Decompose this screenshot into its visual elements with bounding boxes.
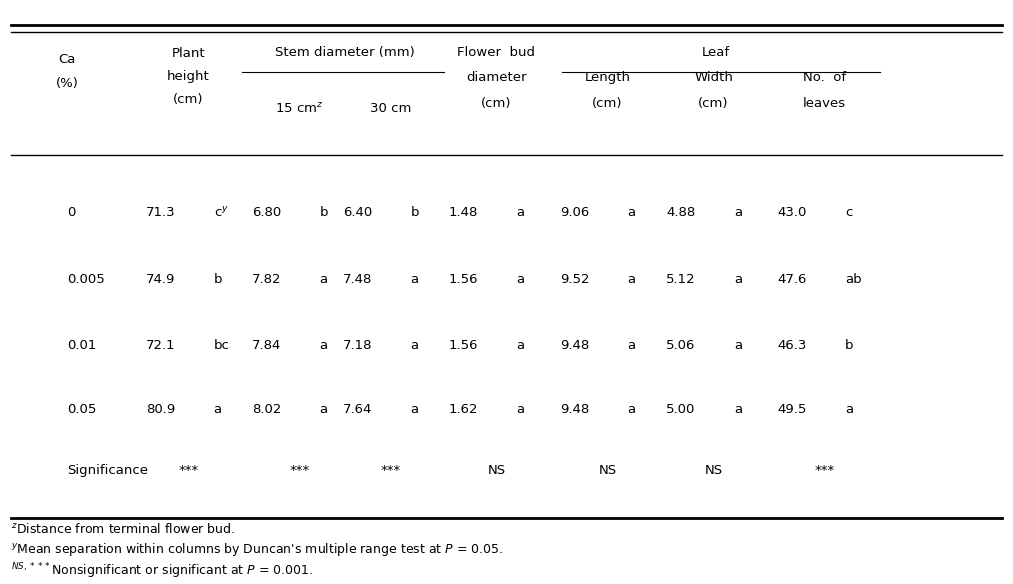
Text: $^{NS,***}$Nonsignificant or significant at $P$ = 0.001.: $^{NS,***}$Nonsignificant or significant… [11,561,313,580]
Text: b: b [845,339,853,352]
Text: a: a [320,273,328,286]
Text: a: a [517,403,525,416]
Text: ***: *** [380,464,400,477]
Text: 5.12: 5.12 [666,273,695,286]
Text: 43.0: 43.0 [777,206,806,219]
Text: 5.06: 5.06 [666,339,695,352]
Text: 71.3: 71.3 [146,206,175,219]
Text: a: a [517,273,525,286]
Text: 47.6: 47.6 [777,273,806,286]
Text: leaves: leaves [803,97,846,110]
Text: a: a [733,339,742,352]
Text: 0.05: 0.05 [67,403,96,416]
Text: 46.3: 46.3 [777,339,806,352]
Text: a: a [628,273,636,286]
Text: 7.48: 7.48 [342,273,372,286]
Text: 1.48: 1.48 [449,206,478,219]
Text: a: a [733,206,742,219]
Text: 49.5: 49.5 [777,403,806,416]
Text: 15 cm$^z$: 15 cm$^z$ [276,102,323,116]
Text: Plant: Plant [171,47,205,60]
Text: $^z$Distance from terminal flower bud.: $^z$Distance from terminal flower bud. [11,522,236,536]
Text: Significance: Significance [67,464,148,477]
Text: a: a [214,403,222,416]
Text: a: a [517,339,525,352]
Text: a: a [410,273,418,286]
Text: 5.00: 5.00 [666,403,695,416]
Text: (cm): (cm) [593,97,623,110]
Text: (cm): (cm) [481,97,512,110]
Text: bc: bc [214,339,229,352]
Text: a: a [517,206,525,219]
Text: 1.56: 1.56 [449,339,478,352]
Text: a: a [320,403,328,416]
Text: (cm): (cm) [698,97,728,110]
Text: Ca: Ca [59,53,76,66]
Text: diameter: diameter [466,71,527,84]
Text: a: a [410,339,418,352]
Text: 8.02: 8.02 [252,403,282,416]
Text: 9.06: 9.06 [560,206,590,219]
Text: Stem diameter (mm): Stem diameter (mm) [275,46,414,59]
Text: 7.18: 7.18 [342,339,372,352]
Text: 7.64: 7.64 [342,403,372,416]
Text: ***: *** [290,464,310,477]
Text: Length: Length [585,71,630,84]
Text: c: c [845,206,852,219]
Text: c$^y$: c$^y$ [214,206,229,220]
Text: 0.01: 0.01 [67,339,96,352]
Text: $^y$Mean separation within columns by Duncan's multiple range test at $P$ = 0.05: $^y$Mean separation within columns by Du… [11,541,503,558]
Text: 1.62: 1.62 [449,403,478,416]
Text: a: a [628,339,636,352]
Text: a: a [733,403,742,416]
Text: b: b [320,206,328,219]
Text: Leaf: Leaf [702,46,730,59]
Text: b: b [214,273,222,286]
Text: a: a [733,273,742,286]
Text: 30 cm: 30 cm [370,102,411,115]
Text: 6.80: 6.80 [252,206,282,219]
Text: 0: 0 [67,206,75,219]
Text: a: a [845,403,853,416]
Text: 7.82: 7.82 [251,273,282,286]
Text: a: a [628,206,636,219]
Text: NS: NS [704,464,722,477]
Text: 80.9: 80.9 [146,403,175,416]
Text: 6.40: 6.40 [342,206,372,219]
Text: ***: *** [178,464,199,477]
Text: height: height [167,70,210,83]
Text: 9.48: 9.48 [560,339,590,352]
Text: 9.48: 9.48 [560,403,590,416]
Text: a: a [410,403,418,416]
Text: ***: *** [814,464,835,477]
Text: b: b [410,206,419,219]
Text: ab: ab [845,273,861,286]
Text: Flower  bud: Flower bud [458,46,536,59]
Text: a: a [320,339,328,352]
Text: (cm): (cm) [173,93,204,106]
Text: 74.9: 74.9 [146,273,175,286]
Text: 72.1: 72.1 [146,339,175,352]
Text: 7.84: 7.84 [252,339,282,352]
Text: a: a [628,403,636,416]
Text: Width: Width [694,71,733,84]
Text: NS: NS [487,464,505,477]
Text: 4.88: 4.88 [667,206,695,219]
Text: 0.005: 0.005 [67,273,104,286]
Text: NS: NS [599,464,617,477]
Text: 1.56: 1.56 [449,273,478,286]
Text: 9.52: 9.52 [560,273,590,286]
Text: No.  of: No. of [803,71,846,84]
Text: (%): (%) [56,77,78,90]
